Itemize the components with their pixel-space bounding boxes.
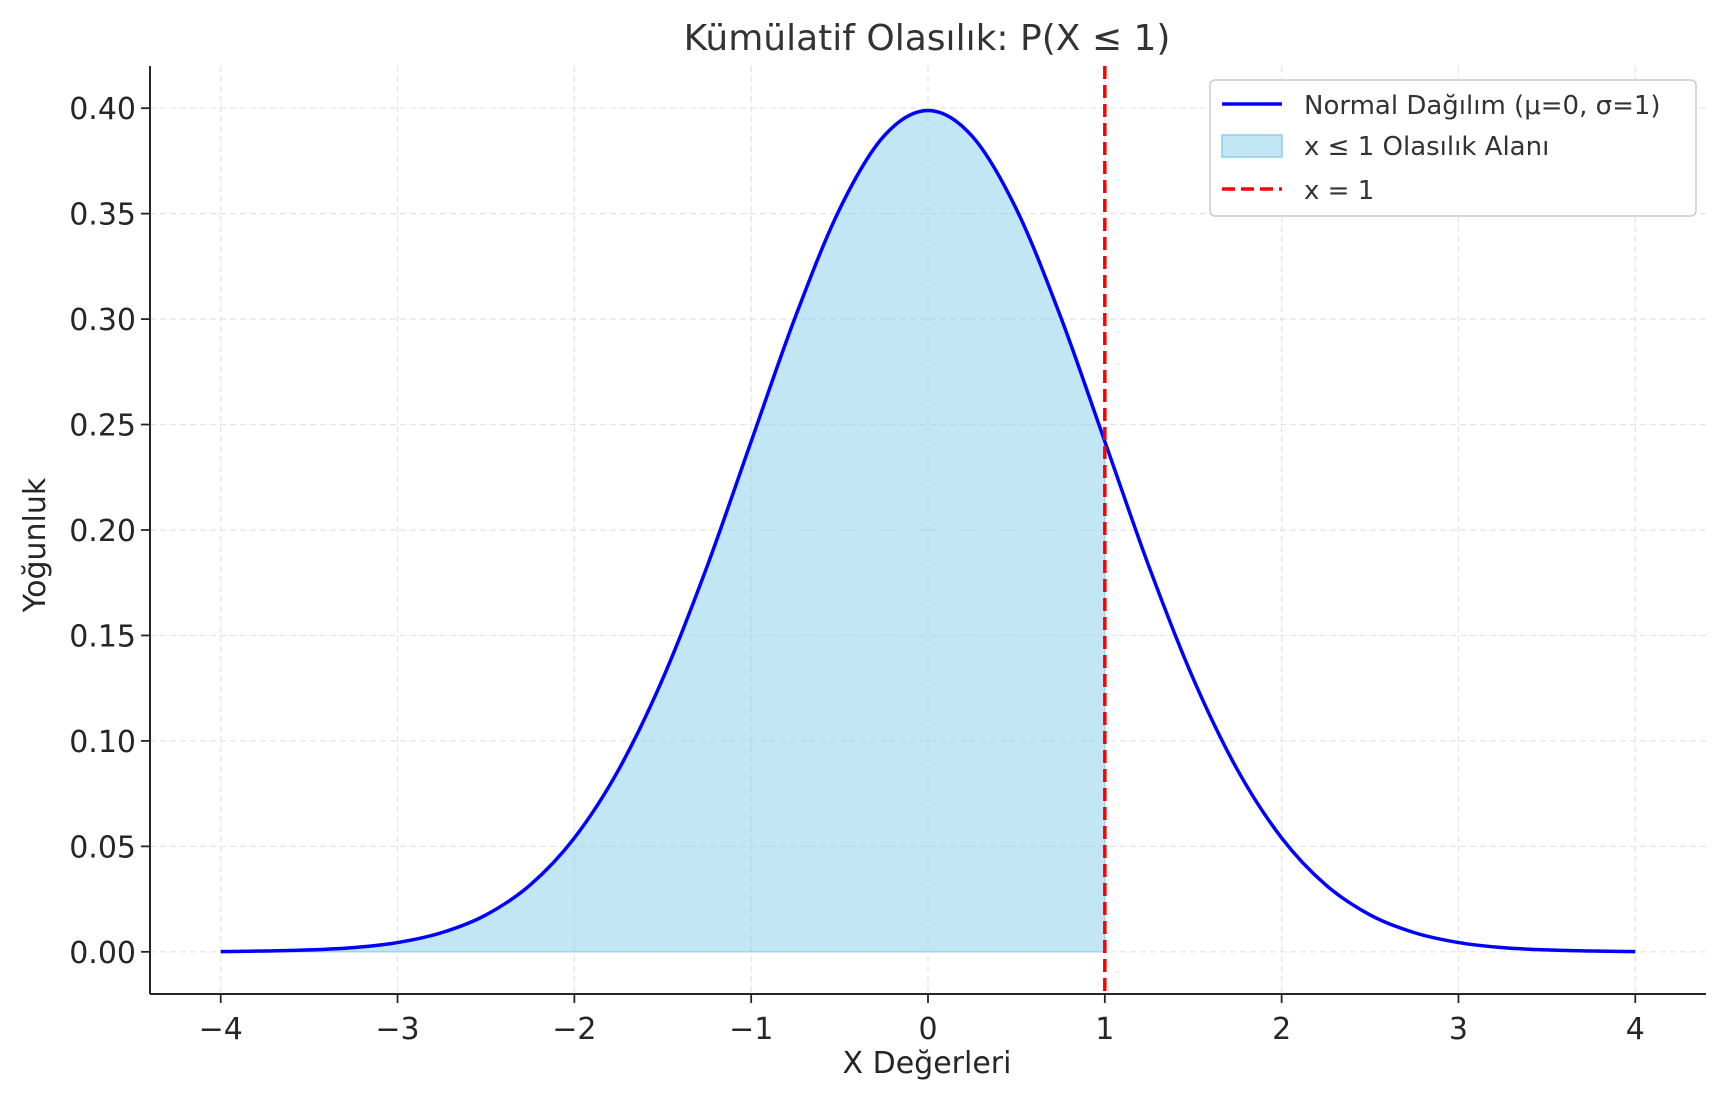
y-tick-label: 0.25: [69, 409, 136, 444]
chart-title: Kümülatif Olasılık: P(X ≤ 1): [684, 18, 1171, 59]
x-tick-label: 3: [1449, 1012, 1468, 1047]
y-tick-label: 0.10: [69, 725, 136, 760]
x-axis-ticks: −4 −3 −2 −1 0 1 2 3 4: [199, 994, 1645, 1047]
density-curve: [220, 108, 1636, 954]
probability-area: [220, 109, 1106, 953]
x-tick-label: 0: [918, 1012, 937, 1047]
legend-label-threshold-line: x = 1: [1304, 176, 1374, 206]
y-axis-label: Yoğunluk: [18, 477, 53, 613]
y-axis-ticks: 0.00 0.05 0.10 0.15 0.20 0.25 0.30 0.35 0.40: [69, 92, 150, 971]
density-curve-layer: [220, 108, 1636, 954]
y-tick-label: 0.30: [69, 303, 136, 338]
x-tick-label: 4: [1626, 1012, 1645, 1047]
legend-box: [1209, 79, 1697, 217]
y-tick-label: 0.40: [69, 92, 136, 127]
x-tick-label: −3: [375, 1012, 419, 1047]
legend-label-probability-area: x ≤ 1 Olasılık Alanı: [1304, 132, 1549, 162]
y-tick-label: 0.05: [69, 830, 136, 865]
x-tick-label: 1: [1095, 1012, 1114, 1047]
legend: Normal Dağılım (μ=0, σ=1) x ≤ 1 Olasılık…: [1209, 79, 1697, 217]
legend-swatch-probability-area: [1221, 134, 1283, 158]
x-axis-label: X Değerleri: [843, 1046, 1012, 1081]
x-tick-label: 2: [1272, 1012, 1291, 1047]
x-tick-label: −4: [199, 1012, 243, 1047]
probability-area-layer: [220, 109, 1106, 953]
y-tick-label: 0.15: [69, 619, 136, 654]
y-tick-label: 0.35: [69, 198, 136, 233]
x-tick-label: −2: [552, 1012, 596, 1047]
y-tick-label: 0.00: [69, 936, 136, 971]
x-tick-label: −1: [729, 1012, 773, 1047]
y-tick-label: 0.20: [69, 514, 136, 549]
legend-label-normal-curve: Normal Dağılım (μ=0, σ=1): [1304, 91, 1661, 121]
